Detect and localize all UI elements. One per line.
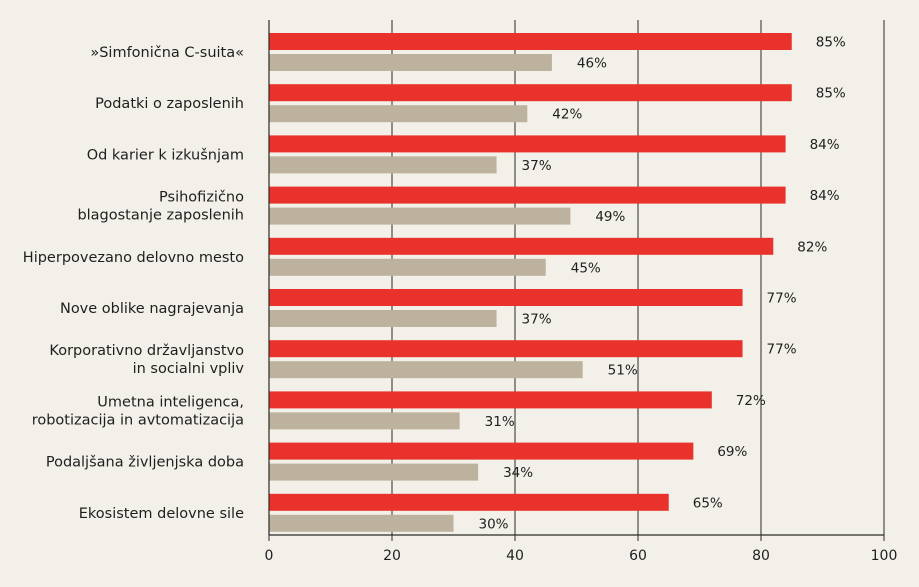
category-label-line: Od karier k izkušnjam [87,147,244,163]
bar [269,493,669,511]
category-label: Ekosistem delovne sile [79,506,244,522]
data-label: 77% [767,342,797,358]
bar [269,442,694,460]
bar [269,463,479,481]
bar [269,84,792,102]
data-label: 84% [810,137,840,153]
data-label: 72% [736,393,766,409]
category-label-line: blagostanje zaposlenih [77,208,244,224]
bar [269,105,528,123]
data-label: 37% [522,158,552,174]
category-label-line: Nove oblike nagrajevanja [60,301,244,317]
data-label: 82% [797,239,827,255]
bar [269,258,546,276]
data-label: 84% [810,188,840,204]
data-label: 51% [608,363,638,379]
category-label: Korporativno državljanstvo in socialni vp… [49,343,244,377]
bar [269,289,743,306]
category-label: Hiperpovezano delovno mesto [23,250,244,266]
category-label-line: Umetna inteligenca, [97,394,244,410]
bar [269,186,786,204]
category-label-line: Psihofizično [159,190,244,206]
x-tick-label: 0 [265,548,274,564]
bar [269,54,552,71]
category-label: Od karier k izkušnjam [87,147,244,163]
data-label: 30% [479,516,509,532]
category-label-line: Hiperpovezano delovno mesto [23,250,244,266]
bar [269,237,774,255]
category-label: Umetna inteligenca, robotizacija in avtom… [32,394,244,428]
bar [269,412,460,430]
bar [269,207,571,225]
bar [269,156,497,174]
category-label: Podatki o zaposlenih [95,96,244,112]
bar [269,135,786,153]
bar [269,310,497,327]
x-tick-label: 80 [752,548,770,564]
x-tick-label: 40 [506,548,524,564]
x-tick-label: 100 [871,548,898,564]
x-tick-label: 60 [629,548,647,564]
category-label-line: Korporativno državljanstvo [49,343,244,359]
bar [269,514,454,532]
data-label: 85% [816,86,846,102]
data-label: 69% [717,444,747,460]
bar [269,33,792,50]
data-label: 34% [503,465,533,481]
category-label: Nove oblike nagrajevanja [60,301,244,317]
category-label-line: Podaljšana življenjska doba [46,455,244,471]
category-label: Podaljšana življenjska doba [46,455,244,471]
category-label-line: »Simfonična C-suita« [90,45,244,61]
data-label: 49% [595,209,625,225]
data-label: 37% [522,312,552,328]
bar [269,391,712,409]
bar [269,340,743,358]
data-label: 42% [552,107,582,123]
data-label: 85% [816,35,846,51]
category-label: »Simfonična C-suita« [90,45,244,61]
category-label-line: Ekosistem delovne sile [79,506,244,522]
category-label-line: in socialni vpliv [133,361,245,377]
category-label: Psihofizično blagostanje zaposlenih [77,190,244,224]
data-label: 65% [693,495,723,511]
bar [269,361,583,379]
data-label: 77% [767,291,797,307]
data-label: 31% [485,414,515,430]
category-label-line: robotizacija in avtomatizacija [32,412,244,428]
x-tick-label: 20 [383,548,401,564]
category-label-line: Podatki o zaposlenih [95,96,244,112]
data-label: 46% [577,56,607,72]
data-label: 45% [571,260,601,276]
